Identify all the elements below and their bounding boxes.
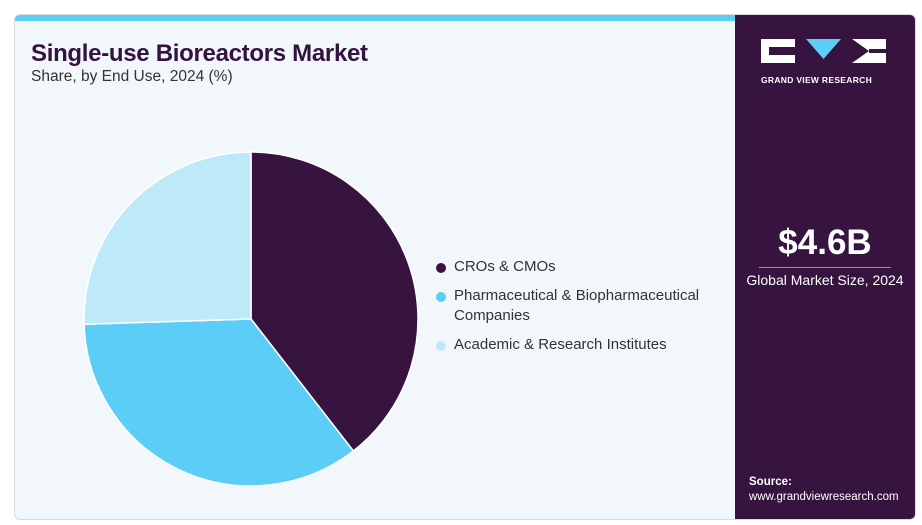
- chart-legend: CROs & CMOs Pharmaceutical & Biopharmace…: [436, 257, 726, 364]
- chart-title: Single-use Bioreactors Market: [31, 40, 368, 67]
- divider: [759, 267, 891, 268]
- market-size-label: Global Market Size, 2024: [746, 272, 904, 288]
- pie-slice-academic-research: [83, 151, 252, 326]
- source-label: Source:: [749, 476, 792, 488]
- legend-swatch-cros-cmos: [436, 263, 446, 273]
- legend-label: Pharmaceutical & Biopharmaceutical Compa…: [454, 287, 700, 324]
- pie-slice-cros-cmos: [250, 151, 419, 453]
- chart-subtitle: Share, by End Use, 2024 (%): [31, 68, 233, 85]
- pie-chart: [83, 151, 419, 487]
- source-link[interactable]: www.grandviewresearch.com: [749, 491, 899, 503]
- brand-logo: GRAND VIEW RESEARCH: [761, 39, 886, 85]
- brand-name: GRAND VIEW RESEARCH: [761, 75, 873, 85]
- legend-label: Academic & Research Institutes: [454, 336, 667, 353]
- sidebar-panel: GRAND VIEW RESEARCH $4.6B Global Market …: [735, 15, 915, 519]
- chart-card: Single-use Bioreactors Market Share, by …: [14, 14, 916, 520]
- legend-swatch-academic-research: [436, 341, 446, 351]
- brand-logo-icon: [761, 39, 886, 63]
- pie-slice-pharma-biopharma: [83, 318, 355, 487]
- legend-label: CROs & CMOs: [454, 258, 556, 275]
- chart-panel: Single-use Bioreactors Market Share, by …: [15, 21, 735, 519]
- legend-item-cros-cmos: CROs & CMOs: [436, 257, 726, 277]
- legend-item-academic-research: Academic & Research Institutes: [436, 335, 726, 355]
- market-size-value: $4.6B: [778, 223, 872, 262]
- legend-swatch-pharma-biopharma: [436, 292, 446, 302]
- legend-item-pharma-biopharma: Pharmaceutical & Biopharmaceutical Compa…: [436, 286, 726, 326]
- source-note: Source: www.grandviewresearch.com: [749, 475, 899, 505]
- accent-bar: [15, 15, 735, 21]
